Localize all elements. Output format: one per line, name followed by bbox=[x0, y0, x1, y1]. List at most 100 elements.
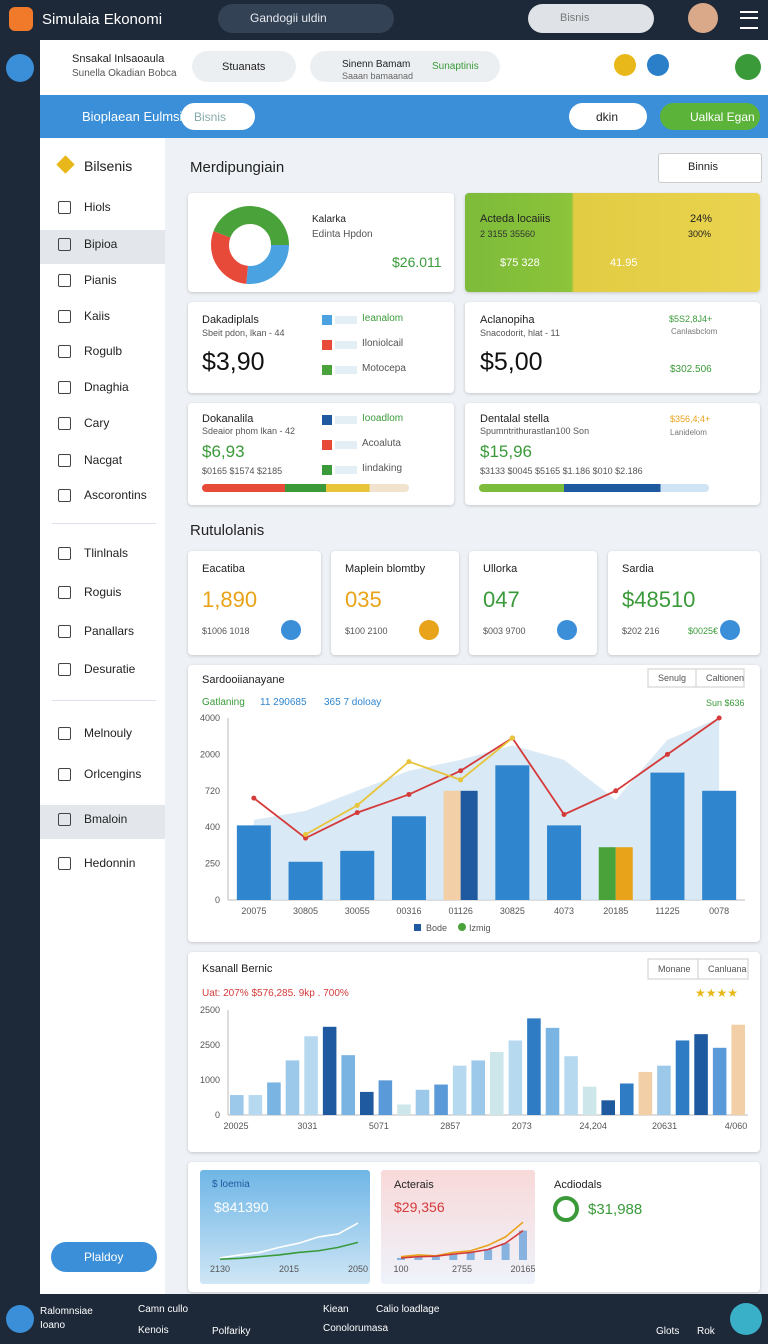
sidebar-item[interactable]: Panallars bbox=[84, 624, 135, 638]
bar bbox=[236, 825, 271, 900]
sidebar-item[interactable]: Ascorontins bbox=[84, 488, 147, 502]
sidebar-item[interactable]: Melnouly bbox=[84, 726, 133, 740]
note: $5S2,8J4+ bbox=[669, 314, 713, 324]
rail-logo[interactable] bbox=[6, 54, 34, 82]
sidebar-item[interactable]: Orlcengins bbox=[84, 767, 142, 781]
sidebar-item[interactable]: Dnaghia bbox=[84, 380, 129, 394]
bottom-text[interactable]: Kiean bbox=[323, 1304, 349, 1315]
sidebar-item[interactable]: Cary bbox=[84, 416, 110, 430]
kpi-icon[interactable] bbox=[720, 620, 740, 640]
avatar[interactable] bbox=[688, 3, 718, 33]
sidebar-icon bbox=[58, 417, 71, 430]
x-label: 3031 bbox=[297, 1121, 317, 1131]
bottom-text[interactable]: Kenois bbox=[138, 1325, 169, 1336]
card-sub: 2 3155 35560 bbox=[480, 229, 536, 239]
bottom-logo[interactable] bbox=[6, 1305, 34, 1333]
mini-value: $29,356 bbox=[394, 1199, 445, 1215]
value: $75 328 bbox=[500, 257, 540, 269]
divider bbox=[52, 700, 156, 701]
pill[interactable] bbox=[181, 103, 255, 130]
icon[interactable] bbox=[647, 54, 669, 76]
kpi-sub: $003 9700 bbox=[483, 626, 526, 636]
divider bbox=[52, 523, 156, 524]
sidebar-item[interactable]: Nacgat bbox=[84, 453, 123, 467]
bar bbox=[322, 1026, 337, 1115]
bottom-text[interactable]: Polfariky bbox=[212, 1326, 251, 1337]
chip[interactable] bbox=[192, 51, 296, 82]
sidebar-button[interactable] bbox=[51, 1242, 157, 1272]
big-value: $5,00 bbox=[480, 348, 543, 376]
bar bbox=[501, 1243, 510, 1260]
sidebar-icon bbox=[58, 274, 71, 287]
chip[interactable] bbox=[310, 51, 500, 82]
legend-bar bbox=[335, 466, 357, 474]
x-label: 2857 bbox=[440, 1121, 460, 1131]
button-text: Monane bbox=[658, 964, 691, 974]
chip-text: Sinenn Bamam bbox=[342, 59, 411, 70]
sidebar-icon bbox=[58, 727, 71, 740]
search-box-2[interactable] bbox=[528, 4, 654, 33]
kpi-value: 047 bbox=[483, 587, 520, 612]
icon[interactable] bbox=[614, 54, 636, 76]
bar bbox=[615, 847, 633, 900]
bar bbox=[443, 790, 461, 900]
bar bbox=[694, 1034, 708, 1115]
bar bbox=[434, 1084, 448, 1115]
sidebar-item[interactable]: Desuratie bbox=[84, 662, 136, 676]
y-label: 2500 bbox=[200, 1005, 220, 1015]
bottom-text[interactable]: Rok bbox=[697, 1326, 715, 1337]
chart: Ksanall Bernic Monane Canluana Uat: 207% $5… bbox=[200, 958, 749, 1131]
bottom-text[interactable]: Calio loadlage bbox=[376, 1304, 440, 1315]
sidebar-item[interactable]: Hiols bbox=[84, 200, 111, 214]
sidebar-item[interactable]: Pianis bbox=[84, 273, 117, 287]
sidebar-item[interactable]: Tlinlnals bbox=[84, 546, 129, 560]
line bbox=[400, 1229, 524, 1259]
sidebar-item[interactable]: Bmaloin bbox=[84, 812, 128, 826]
legend-label: Acoaluta bbox=[362, 438, 401, 449]
sidebar-item[interactable]: Roguis bbox=[84, 585, 122, 599]
bottom-text[interactable]: Glots bbox=[656, 1326, 680, 1337]
button-text: Ualkal Egan bbox=[690, 110, 755, 124]
sidebar-item[interactable]: Rogulb bbox=[84, 344, 123, 358]
point bbox=[664, 751, 670, 757]
bar bbox=[288, 861, 323, 900]
dropdown[interactable] bbox=[658, 153, 762, 183]
kpi-icon[interactable] bbox=[281, 620, 301, 640]
bar bbox=[285, 1060, 300, 1115]
bottom-text[interactable]: Camn cullo bbox=[138, 1304, 189, 1315]
legend-label: Gatlaning bbox=[202, 697, 245, 708]
y-label: 1000 bbox=[200, 1075, 220, 1085]
search-box[interactable] bbox=[218, 4, 394, 33]
sidebar-item[interactable]: Hedonnin bbox=[84, 856, 136, 870]
line bbox=[219, 1222, 359, 1259]
sidebar-item[interactable]: Bipioa bbox=[84, 237, 118, 251]
sidebar-item[interactable]: Kaiis bbox=[84, 309, 111, 323]
button[interactable] bbox=[660, 103, 760, 130]
kpi-icon[interactable] bbox=[557, 620, 577, 640]
kpi-sub: $100 2100 bbox=[345, 626, 388, 636]
sidebar-icon bbox=[58, 586, 71, 599]
bottom-text: Ioano bbox=[40, 1320, 66, 1331]
x-label: 2015 bbox=[279, 1264, 299, 1274]
legend-label: Sun $636 bbox=[706, 698, 745, 708]
mini-title: $ loemia bbox=[212, 1179, 250, 1190]
bottom-text[interactable]: Conolorumasa bbox=[323, 1323, 389, 1334]
app-title: Simulaia Ekonomi bbox=[42, 11, 163, 28]
point bbox=[354, 810, 360, 816]
icon[interactable] bbox=[735, 54, 761, 80]
menu-icon[interactable] bbox=[740, 11, 758, 29]
pct: 24% bbox=[690, 213, 713, 225]
kpi-sub: $202 216 bbox=[622, 626, 660, 636]
app-logo[interactable] bbox=[9, 7, 33, 31]
button[interactable] bbox=[697, 958, 749, 980]
dropdown[interactable] bbox=[569, 103, 647, 130]
kpi-icon[interactable] bbox=[419, 620, 439, 640]
line bbox=[219, 1241, 359, 1260]
bar bbox=[391, 816, 426, 900]
legend-bar bbox=[335, 316, 357, 324]
bar bbox=[598, 847, 616, 900]
sidebar-selected bbox=[40, 805, 165, 839]
avatar[interactable] bbox=[730, 1303, 762, 1335]
section-title: Rutulolanis bbox=[190, 522, 265, 539]
button[interactable] bbox=[695, 668, 745, 688]
